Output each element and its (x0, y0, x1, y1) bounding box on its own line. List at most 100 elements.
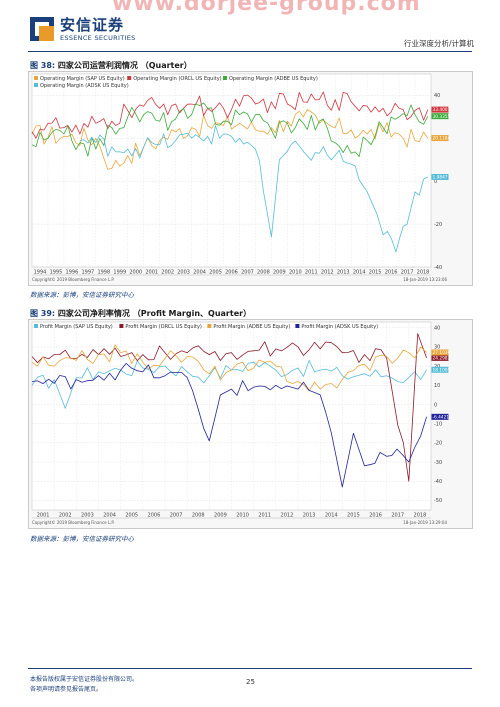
report-category: 行业深度分析/计算机 (403, 39, 474, 48)
legend-label: Profit Margin (ADBE US Equity) (213, 324, 290, 330)
y-tick-label: 0 (434, 402, 437, 408)
x-tick-label: 2010 (289, 270, 302, 276)
essence-logo-icon (30, 17, 54, 41)
figure-38-title: 图 38: 四家公司运营利润情况 （Quarter） (30, 60, 192, 71)
last-value-tag: 30.3355 (431, 113, 451, 120)
last-value-tag-bg (431, 135, 449, 142)
x-tick-label: 2001 (145, 270, 158, 276)
last-value-label: 20.1184 (433, 136, 451, 142)
x-tick-label: 2011 (305, 270, 318, 276)
last-value-tag-bg (431, 354, 449, 361)
y-tick-label: -40 (434, 265, 442, 271)
x-tick-label: 2017 (401, 270, 414, 276)
legend-entry: Operating Margin (ORCL US Equity) (127, 76, 222, 82)
y-tick-label: 10 (434, 383, 440, 389)
x-tick-label: 1997 (81, 270, 94, 276)
series-line (31, 91, 429, 139)
legend-swatch (34, 76, 38, 80)
chart-copyright: Copyright© 2019 Bloomberg Finance L.P. (32, 277, 114, 282)
y-tick-label: 30 (434, 345, 440, 351)
x-tick-label: 2018 (414, 513, 427, 519)
figure-38-source: 数据来源：彭博，安信证券研究中心 (30, 291, 134, 299)
y-tick-label: -50 (434, 498, 442, 504)
legend-label: Operating Margin (ADSK US Equity) (40, 83, 129, 89)
x-tick-label: 2007 (241, 270, 254, 276)
x-tick-label: 2009 (214, 513, 227, 519)
last-value-tag-bg (431, 413, 449, 420)
y-tick-label: 40 (434, 93, 440, 99)
last-value-tag-bg (431, 106, 449, 113)
y-tick-label: -30 (434, 460, 442, 466)
header-divider (28, 51, 472, 52)
series-line (31, 363, 427, 488)
x-tick-label: 2005 (209, 270, 222, 276)
logo-cn-text: 安信证券 (60, 16, 125, 34)
x-tick-label: 2002 (59, 513, 72, 519)
x-tick-label: 2004 (193, 270, 206, 276)
legend-entry: Profit Margin (SAP US Equity) (34, 324, 113, 330)
legend-swatch (207, 324, 212, 328)
last-value-tag-bg (431, 349, 449, 356)
last-value-label: 1.9847 (433, 175, 448, 181)
x-tick-label: 2012 (281, 513, 294, 519)
x-tick-label: 2015 (369, 270, 382, 276)
x-tick-label: 2012 (321, 270, 334, 276)
x-tick-label: 2009 (273, 270, 286, 276)
last-value-tag-bg (431, 366, 449, 373)
last-value-label: 27.1039 (433, 350, 451, 356)
legend-label: Operating Margin (SAP US Equity) (40, 76, 125, 82)
last-value-tag: 27.1039 (431, 349, 451, 356)
legend-swatch (119, 324, 124, 328)
y-tick-label: -20 (434, 441, 442, 447)
legend-swatch (34, 324, 38, 328)
legend-label: Profit Margin (ORCL US Equity) (125, 324, 202, 330)
operating-margin-chart: 40200-20-4019941995199619971998199920002… (28, 71, 473, 286)
figure-38-title-cn: 四家公司运营利润情况 (57, 61, 138, 70)
figure-39-title-en: （Profit Margin、Quarter） (132, 309, 252, 318)
y-tick-label: -40 (434, 479, 442, 485)
figure-39-title-cn: 四家公司净利率情况 (57, 309, 130, 318)
legend-entry: Profit Margin (ADBE US Equity) (207, 324, 290, 330)
last-value-tag: 1.9847 (431, 173, 449, 181)
last-value-tag-bg (431, 113, 449, 120)
x-tick-label: 2003 (177, 270, 190, 276)
legend-entry: Profit Margin (ORCL US Equity) (119, 324, 202, 330)
y-tick-label: -10 (434, 421, 442, 427)
series-line (79, 125, 428, 253)
legend-entry: Operating Margin (ADSK US Equity) (34, 83, 129, 89)
x-tick-label: 2000 (129, 270, 142, 276)
x-tick-label: 2004 (103, 513, 116, 519)
figure-39-source: 数据来源：彭博，安信证券研究中心 (30, 535, 134, 543)
last-value-tag: 20.1184 (431, 135, 451, 142)
chart-copyright: Copyright© 2019 Bloomberg Finance L.P. (32, 520, 114, 525)
x-tick-label: 2015 (347, 513, 360, 519)
last-value-tag: 33.4001 (431, 106, 451, 113)
x-tick-label: 2007 (170, 513, 183, 519)
x-tick-label: 2014 (353, 270, 366, 276)
y-tick-label: 40 (434, 326, 440, 332)
legend-swatch (127, 76, 132, 80)
y-tick-label: 0 (434, 179, 437, 185)
x-tick-label: 2008 (257, 270, 270, 276)
last-value-tag-bg (431, 173, 449, 180)
page-number: 25 (246, 678, 255, 686)
x-tick-label: 1999 (113, 270, 126, 276)
x-tick-label: 2005 (125, 513, 138, 519)
legend-swatch (34, 83, 38, 87)
footer-line-1: 本报告版权属于安信证券股份有限公司。 (30, 676, 139, 683)
x-tick-label: 1998 (97, 270, 110, 276)
logo-en-text: ESSENCE SECURITIES (60, 34, 136, 42)
legend-entry: Operating Margin (SAP US Equity) (34, 76, 125, 82)
footer-divider (28, 668, 472, 669)
figure-38-title-en: （Quarter） (140, 61, 192, 70)
chart-timestamp: 18-Jan-2019 13:29:04 (403, 520, 447, 525)
last-value-label: -6.4421 (433, 414, 450, 420)
x-tick-label: 1994 (34, 270, 47, 276)
operating-margin-chart-svg: 40200-20-4019941995199619971998199920002… (31, 73, 451, 282)
plot-area (31, 73, 432, 268)
last-value-label: 30.3355 (433, 114, 451, 120)
x-tick-label: 2002 (161, 270, 174, 276)
figure-39-title: 图 39: 四家公司净利率情况 （Profit Margin、Quarter） (30, 308, 251, 319)
watermark-text: www.dorjee-group.com (112, 0, 421, 16)
series-line (31, 344, 427, 392)
